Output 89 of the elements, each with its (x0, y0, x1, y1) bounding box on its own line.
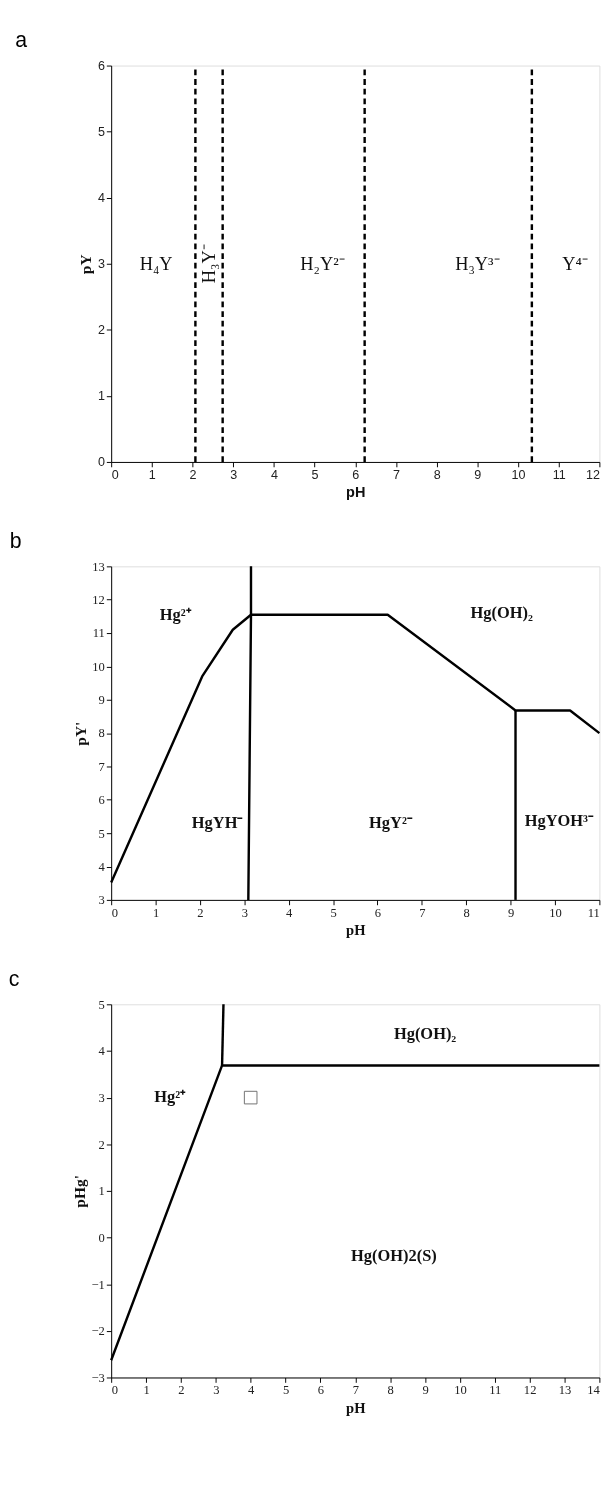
x-tick-label: 14 (587, 1383, 601, 1398)
y-tick-label: 6 (97, 58, 105, 73)
x-tick-label: 2 (197, 905, 204, 920)
y-tick-label: −3 (91, 1370, 105, 1385)
x-tick-label: 8 (387, 1383, 394, 1398)
y-tick-label: 2 (97, 323, 105, 338)
x-tick-label: 8 (463, 905, 470, 920)
y-tick-label: 6 (98, 793, 105, 808)
y-tick-label: 10 (92, 659, 105, 674)
x-tick-label: 0 (111, 905, 118, 920)
annotation: Hg(OH)2(S) (350, 1246, 437, 1266)
x-tick-label: 4 (248, 1383, 256, 1398)
x-tick-label: 12 (585, 467, 600, 482)
x-tick-label: 1 (143, 1383, 150, 1398)
y-tick-label: 4 (98, 859, 106, 874)
y-tick-label: 9 (98, 693, 105, 708)
x-tick-label: 8 (433, 467, 441, 482)
x-tick-label: 7 (352, 1383, 359, 1398)
x-tick-label: 5 (311, 467, 319, 482)
x-tick-label: 4 (286, 905, 294, 920)
y-tick-label: 5 (97, 124, 105, 139)
x-tick-label: 10 (549, 905, 562, 920)
x-tick-label: 6 (374, 905, 382, 920)
x-tick-label: 11 (552, 467, 566, 482)
y-tick-label: 3 (98, 1090, 105, 1105)
y-tick-label: 2 (98, 1137, 105, 1152)
x-tick-label: 1 (148, 467, 156, 482)
y-tick-label: 0 (97, 455, 105, 470)
x-axis-title: pH (346, 484, 366, 501)
chart-title: a (15, 28, 28, 53)
y-tick-label: 0 (98, 1230, 105, 1245)
y-tick-label: 1 (97, 389, 105, 404)
y-tick-label: 1 (98, 1184, 105, 1199)
annotation: H₄Y (139, 253, 173, 274)
x-tick-label: 7 (392, 467, 400, 482)
x-tick-label: 9 (474, 467, 482, 482)
annotation: H₃Y³⁻ (455, 253, 500, 274)
y-tick-label: −2 (91, 1324, 105, 1339)
annotation: Hg(OH)₂ (470, 602, 534, 622)
x-tick-label: 2 (178, 1383, 185, 1398)
x-axis-title: pH (346, 1399, 367, 1416)
y-tick-label: 4 (97, 191, 105, 206)
y-tick-label: 3 (98, 893, 105, 908)
annotation: Hg(OH)₂ (393, 1024, 457, 1044)
annotation: HgY²⁻ (369, 813, 413, 833)
x-tick-label: 3 (241, 905, 248, 920)
x-tick-label: 12 (523, 1383, 537, 1398)
annotation: H₃Y⁻ (199, 244, 220, 284)
annotation: H₂Y²⁻ (300, 253, 345, 274)
x-tick-label: 2 (189, 467, 197, 482)
x-tick-label: 7 (419, 905, 426, 920)
y-tick-label: −1 (91, 1277, 105, 1292)
annotation: Y⁴⁻ (562, 253, 588, 274)
x-tick-label: 9 (422, 1383, 429, 1398)
x-tick-label: 9 (507, 905, 515, 920)
x-tick-label: 3 (213, 1383, 220, 1398)
y-tick-label: 13 (92, 559, 105, 574)
x-axis-title: pH (346, 922, 367, 939)
y-axis-title: pHg' (70, 1175, 88, 1208)
x-tick-label: 4 (270, 467, 278, 482)
y-tick-label: 11 (92, 626, 105, 641)
x-tick-label: 10 (511, 467, 526, 482)
annotation: HgYH⁻ (191, 813, 244, 833)
y-axis-title: pY (77, 254, 95, 275)
x-tick-label: 11 (587, 905, 600, 920)
x-tick-label: 5 (330, 905, 337, 920)
x-tick-label: 10 (454, 1383, 467, 1398)
x-tick-label: 0 (111, 1383, 118, 1398)
chart-title: c (8, 966, 20, 991)
x-tick-label: 1 (152, 905, 160, 920)
y-tick-label: 4 (98, 1044, 106, 1059)
annotation: Hg²⁺ (154, 1087, 187, 1107)
x-tick-label: 6 (352, 467, 360, 482)
y-tick-label: 5 (98, 997, 105, 1012)
y-tick-label: 3 (97, 257, 105, 272)
x-tick-label: 3 (230, 467, 238, 482)
x-tick-label: 0 (111, 467, 119, 482)
y-tick-label: 5 (98, 826, 105, 841)
x-tick-label: 11 (489, 1383, 502, 1398)
annotation: Hg²⁺ (159, 604, 192, 624)
x-tick-label: 5 (282, 1383, 290, 1398)
y-tick-label: 7 (98, 759, 105, 774)
y-tick-label: 12 (92, 593, 105, 608)
annotation: HgYOH³⁻ (524, 811, 595, 831)
x-tick-label: 13 (558, 1383, 572, 1398)
y-tick-label: 8 (98, 726, 105, 741)
x-tick-label: 6 (317, 1383, 325, 1398)
chart-title: b (9, 529, 22, 553)
y-axis-title: pY' (71, 721, 89, 746)
